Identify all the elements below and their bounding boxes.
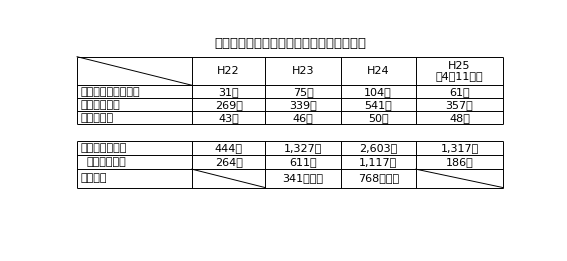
Text: 50回: 50回 xyxy=(368,113,388,123)
Text: 341百万円: 341百万円 xyxy=(282,173,324,183)
Text: 104回: 104回 xyxy=(364,87,392,97)
Text: 48回: 48回 xyxy=(449,113,470,123)
Text: 768百万円: 768百万円 xyxy=(358,173,399,183)
Text: 541件: 541件 xyxy=(364,100,392,110)
Text: 1,117件: 1,117件 xyxy=(359,157,397,167)
Text: 61回: 61回 xyxy=(449,87,470,97)
Text: 269件: 269件 xyxy=(215,100,243,110)
Text: 成約金額: 成約金額 xyxy=(81,173,108,183)
Text: 地産外商公社の外商活動実績の年度別推移: 地産外商公社の外商活動実績の年度別推移 xyxy=(214,38,367,50)
Text: 444件: 444件 xyxy=(214,143,243,153)
Text: H23: H23 xyxy=(292,66,314,76)
Text: うち定番採用: うち定番採用 xyxy=(86,157,126,167)
Text: H22: H22 xyxy=(217,66,240,76)
Text: 186件: 186件 xyxy=(446,157,473,167)
Text: 43回: 43回 xyxy=(218,113,239,123)
Text: H24: H24 xyxy=(367,66,390,76)
Text: 357件: 357件 xyxy=(446,100,473,110)
Text: 1,317件: 1,317件 xyxy=(441,143,479,153)
Text: 31回: 31回 xyxy=(218,87,239,97)
Text: （4～11月）: （4～11月） xyxy=(435,71,483,81)
Text: 高知フェア: 高知フェア xyxy=(81,113,114,123)
Text: 外商の成約件数: 外商の成約件数 xyxy=(81,143,128,153)
Text: 1,327件: 1,327件 xyxy=(284,143,322,153)
Text: 264件: 264件 xyxy=(215,157,243,167)
Text: 75回: 75回 xyxy=(293,87,314,97)
Text: 611件: 611件 xyxy=(289,157,317,167)
Text: 46回: 46回 xyxy=(293,113,314,123)
Text: 営業訪問件数: 営業訪問件数 xyxy=(81,100,121,110)
Text: 339件: 339件 xyxy=(289,100,317,110)
Text: 店舗での試食商談会: 店舗での試食商談会 xyxy=(81,87,141,97)
Text: 2,603件: 2,603件 xyxy=(359,143,397,153)
Text: H25: H25 xyxy=(448,61,471,70)
